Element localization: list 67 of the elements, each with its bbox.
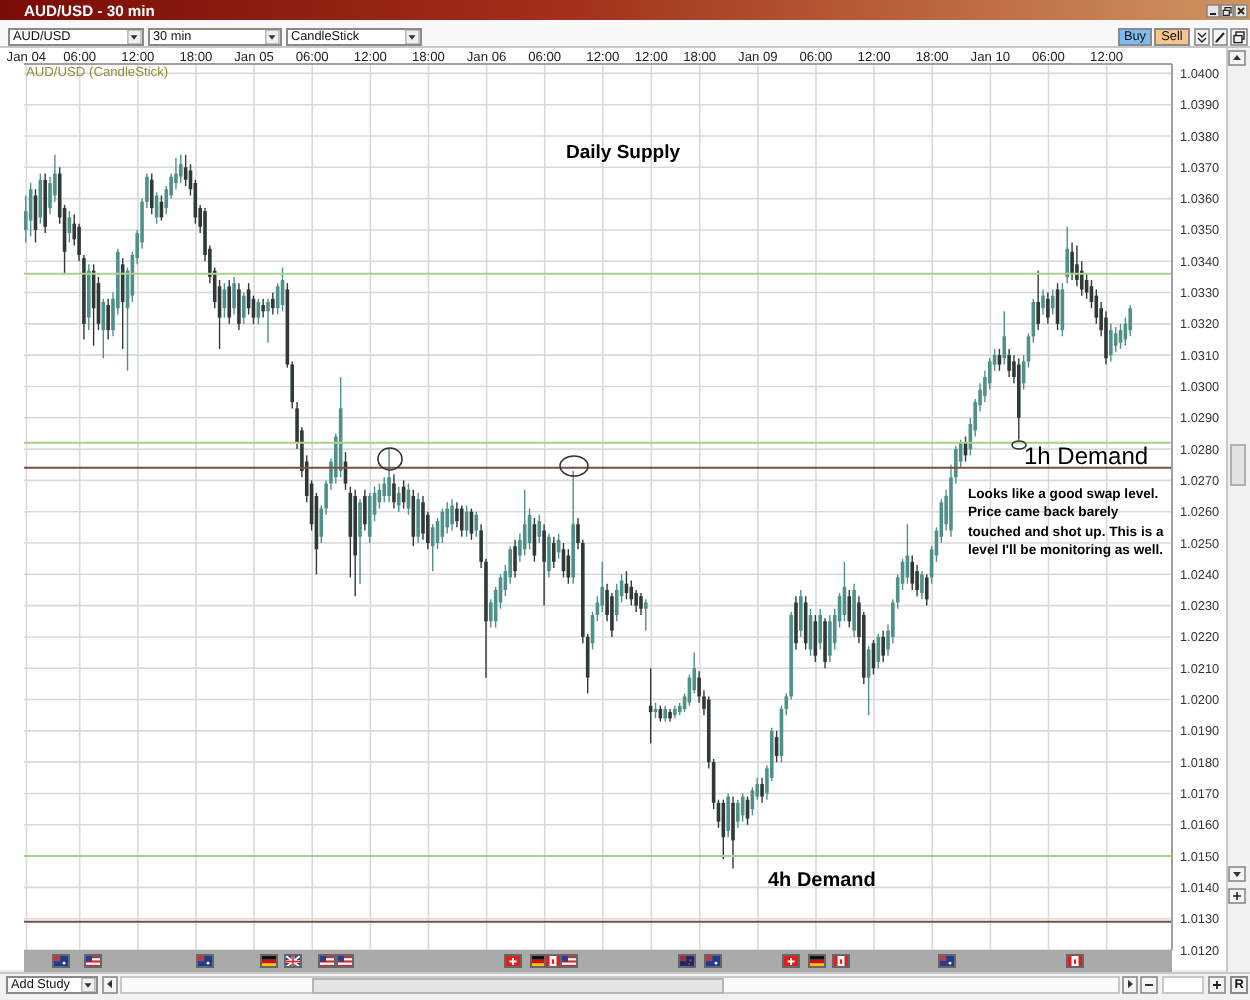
candlestick bbox=[455, 501, 459, 529]
candlestick bbox=[634, 589, 638, 613]
candlestick bbox=[629, 579, 634, 607]
annotation: 4h Demand bbox=[768, 870, 876, 893]
candlestick bbox=[149, 172, 154, 215]
candlestick bbox=[600, 561, 605, 613]
candlestick bbox=[828, 614, 832, 663]
candlestick bbox=[513, 539, 517, 579]
candlestick bbox=[537, 514, 542, 544]
candlestick bbox=[551, 536, 556, 569]
candlestick bbox=[387, 448, 391, 503]
candlestick bbox=[271, 291, 275, 316]
candlestick bbox=[445, 501, 450, 535]
candlestick bbox=[358, 498, 362, 585]
candlestick bbox=[794, 595, 798, 651]
candlestick bbox=[924, 573, 929, 607]
candlestick bbox=[852, 583, 856, 638]
candlestick bbox=[241, 291, 246, 325]
candlestick bbox=[392, 473, 396, 510]
candlestick bbox=[261, 298, 265, 319]
candlestick bbox=[726, 792, 730, 838]
candlestick bbox=[396, 485, 401, 513]
candlestick bbox=[610, 592, 614, 638]
candlestick bbox=[915, 564, 919, 597]
candlestick bbox=[881, 629, 885, 663]
candlestick bbox=[522, 489, 527, 557]
candlestick bbox=[736, 799, 740, 829]
candlestick bbox=[1007, 348, 1011, 378]
candlestick bbox=[1109, 323, 1113, 363]
candlestick bbox=[363, 489, 367, 532]
candlestick bbox=[1041, 288, 1045, 316]
candlestick bbox=[106, 298, 110, 341]
candlestick bbox=[416, 492, 420, 544]
candlestick bbox=[547, 532, 551, 579]
candlestick bbox=[1070, 241, 1074, 281]
candlestick bbox=[542, 523, 546, 607]
annotation: 1h Demand bbox=[1024, 441, 1149, 471]
candlestick bbox=[1065, 226, 1070, 284]
candlestick bbox=[227, 279, 232, 325]
candlestick bbox=[421, 495, 425, 541]
candlestick bbox=[644, 598, 648, 632]
candlestick bbox=[43, 172, 47, 234]
candlestick bbox=[1046, 291, 1050, 325]
candlestick bbox=[799, 589, 803, 638]
annotation: Daily Supply bbox=[566, 142, 681, 166]
candlestick bbox=[179, 154, 183, 184]
candlestick bbox=[760, 777, 764, 804]
candlestick bbox=[474, 511, 479, 538]
candlestick bbox=[1104, 310, 1108, 366]
candlestick bbox=[818, 608, 822, 651]
candlestick bbox=[1128, 304, 1133, 338]
candlestick bbox=[731, 795, 735, 870]
candlestick bbox=[1036, 269, 1040, 331]
candlestick bbox=[639, 592, 643, 616]
candlestick bbox=[266, 298, 270, 344]
candlestick bbox=[920, 570, 924, 601]
candlestick bbox=[237, 282, 241, 331]
candlestick bbox=[823, 617, 827, 669]
candlestick bbox=[1002, 310, 1007, 366]
candlestick bbox=[450, 498, 454, 532]
candlestick bbox=[86, 263, 91, 331]
candlestick bbox=[847, 589, 852, 629]
candlestick bbox=[367, 492, 372, 544]
candlestick bbox=[1050, 288, 1055, 316]
candlestick bbox=[910, 554, 915, 591]
candlestick bbox=[459, 504, 464, 538]
candlestick bbox=[232, 276, 236, 316]
